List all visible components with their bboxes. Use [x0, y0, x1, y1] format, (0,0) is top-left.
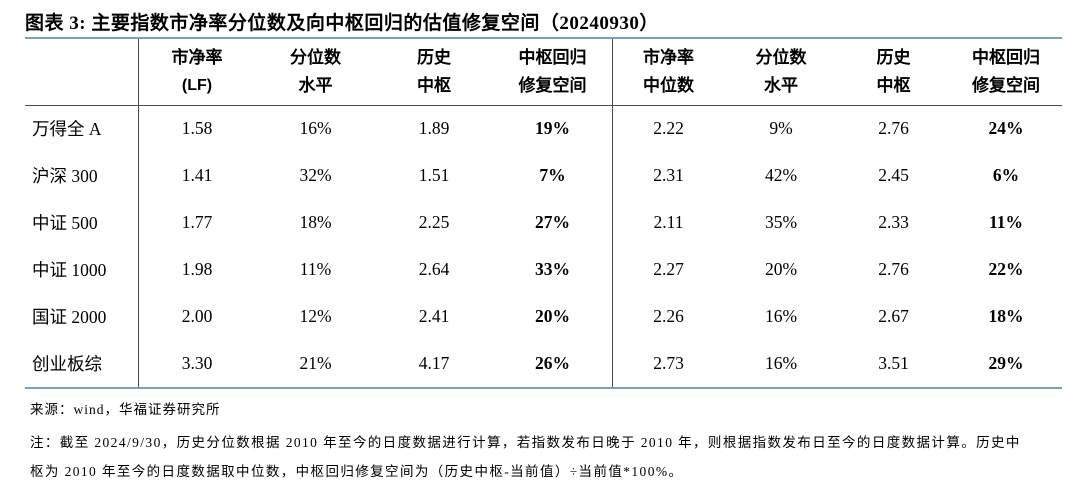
cell-pb-lf: 1.58	[181, 118, 213, 138]
cell-pb-lf: 1.41	[181, 165, 213, 185]
cell-hist-center-left: 4.17	[418, 353, 450, 373]
cell-repair-left: 26%	[535, 353, 570, 373]
cell-percentile-left: 32%	[299, 165, 332, 185]
header-line1: 中枢回归	[518, 48, 587, 67]
divider-group-split	[612, 39, 613, 387]
cell-repair-right: 24%	[988, 118, 1024, 138]
cell-hist-center-left: 1.51	[418, 165, 450, 185]
header-hist-center-right: 历史 中枢	[837, 39, 950, 105]
valuation-table: 市净率 (LF) 分位数 水平 历史 中枢 中枢回归 修复空间 市净率 中位数 …	[25, 37, 1062, 389]
header-line2: 中位数	[643, 76, 694, 95]
cell-repair-right: 11%	[988, 212, 1024, 232]
row-label: 中证 1000	[32, 260, 107, 280]
header-line2: 水平	[298, 76, 333, 95]
cell-percentile-left: 11%	[299, 259, 332, 279]
row-label: 沪深 300	[32, 166, 98, 186]
cell-percentile-right: 16%	[764, 353, 798, 373]
cell-percentile-right: 20%	[764, 259, 798, 279]
header-line1: 市净率	[171, 48, 223, 67]
cell-pb-median: 2.27	[653, 259, 684, 279]
header-line2: 水平	[764, 76, 798, 95]
cell-percentile-right: 9%	[769, 118, 793, 138]
cell-hist-center-left: 2.64	[418, 259, 450, 279]
cell-hist-center-right: 2.76	[878, 118, 909, 138]
cell-hist-center-right: 2.76	[878, 259, 909, 279]
corner-cell	[25, 39, 138, 105]
header-line1: 分位数	[755, 48, 807, 67]
header-percentile-left: 分位数 水平	[256, 39, 375, 105]
cell-percentile-right: 42%	[764, 165, 798, 185]
cell-pb-median: 2.26	[653, 306, 684, 326]
cell-percentile-left: 21%	[299, 353, 332, 373]
cell-pb-median: 2.11	[653, 212, 684, 232]
cell-hist-center-left: 2.25	[418, 212, 450, 232]
cell-hist-center-right: 3.51	[878, 353, 909, 373]
cell-repair-left: 19%	[535, 118, 570, 138]
row-label: 中证 500	[32, 213, 98, 233]
row-label: 万得全 A	[32, 119, 102, 139]
header-hist-center-left: 历史 中枢	[375, 39, 493, 105]
header-line2: 修复空间	[972, 76, 1040, 95]
header-underline	[25, 105, 1062, 106]
cell-percentile-right: 35%	[764, 212, 798, 232]
header-repair-space-right: 中枢回归 修复空间	[950, 39, 1062, 105]
header-line2: 修复空间	[518, 76, 587, 95]
row-label: 国证 2000	[32, 307, 107, 327]
cell-pb-lf: 3.30	[181, 353, 213, 373]
cell-hist-center-left: 1.89	[418, 118, 450, 138]
cell-pb-median: 2.31	[653, 165, 684, 185]
note-line-1: 注：截至 2024/9/30，历史分位数根据 2010 年至今的日度数据进行计算…	[30, 435, 1021, 450]
divider-label-column	[138, 39, 139, 387]
cell-repair-left: 7%	[539, 165, 566, 185]
note-line-2: 枢为 2010 年至今的日度数据取中位数，中枢回归修复空间为（历史中枢-当前值）…	[30, 464, 684, 479]
header-line1: 历史	[417, 48, 451, 67]
cell-hist-center-left: 2.41	[418, 306, 450, 326]
cell-repair-right: 18%	[988, 306, 1024, 326]
cell-pb-lf: 1.77	[181, 212, 213, 232]
cell-pb-lf: 1.98	[181, 259, 213, 279]
cell-hist-center-right: 2.33	[878, 212, 909, 232]
header-line1: 分位数	[290, 48, 341, 67]
header-line2: (LF)	[181, 77, 213, 94]
header-percentile-right: 分位数 水平	[725, 39, 837, 105]
header-line2: 中枢	[876, 76, 911, 95]
cell-repair-right: 22%	[988, 259, 1024, 279]
row-label: 创业板综	[32, 354, 102, 374]
cell-repair-right: 29%	[988, 353, 1024, 373]
cell-percentile-left: 18%	[299, 212, 332, 232]
header-line2: 中枢	[417, 76, 451, 95]
table-grid: 市净率 (LF) 分位数 水平 历史 中枢 中枢回归 修复空间 市净率 中位数 …	[25, 39, 1062, 387]
cell-pb-median: 2.73	[653, 353, 684, 373]
header-line1: 中枢回归	[972, 48, 1040, 67]
cell-repair-left: 27%	[535, 212, 570, 232]
header-repair-space-left: 中枢回归 修复空间	[493, 39, 612, 105]
cell-pb-median: 2.22	[653, 118, 684, 138]
cell-percentile-left: 12%	[299, 306, 332, 326]
header-line1: 历史	[876, 48, 911, 67]
cell-repair-left: 33%	[535, 259, 570, 279]
cell-repair-right: 6%	[992, 165, 1020, 185]
header-pb-lf: 市净率 (LF)	[138, 39, 256, 105]
cell-hist-center-right: 2.45	[878, 165, 909, 185]
cell-pb-lf: 2.00	[181, 306, 213, 326]
source-line: 来源：wind，华福证券研究所	[30, 402, 221, 417]
cell-percentile-right: 16%	[764, 306, 798, 326]
figure-title: 图表 3: 主要指数市净率分位数及向中枢回归的估值修复空间（20240930）	[25, 13, 659, 34]
header-pb-median: 市净率 中位数	[612, 39, 725, 105]
cell-hist-center-right: 2.67	[878, 306, 909, 326]
cell-percentile-left: 16%	[299, 118, 332, 138]
cell-repair-left: 20%	[535, 306, 570, 326]
header-line1: 市净率	[643, 48, 694, 67]
